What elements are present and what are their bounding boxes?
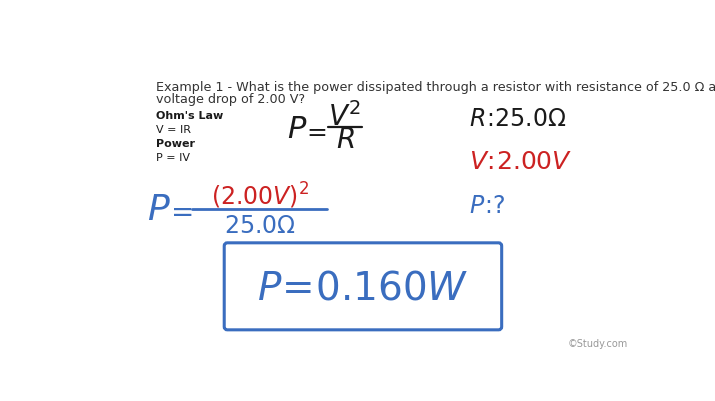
Text: $R\!:\!25.0\Omega$: $R\!:\!25.0\Omega$ xyxy=(469,107,567,130)
Text: voltage drop of 2.00 V?: voltage drop of 2.00 V? xyxy=(156,93,305,105)
Text: $=$: $=$ xyxy=(302,119,327,143)
Text: $V\!:\!2.00V$: $V\!:\!2.00V$ xyxy=(469,150,573,174)
Text: Example 1 - What is the power dissipated through a resistor with resistance of 2: Example 1 - What is the power dissipated… xyxy=(156,80,715,93)
Text: $P\!=\!0.160W$: $P\!=\!0.160W$ xyxy=(257,270,469,307)
Text: $P\!:\!?$: $P\!:\!?$ xyxy=(469,194,506,217)
Text: Ohm's Law: Ohm's Law xyxy=(156,111,223,121)
Text: $P$: $P$ xyxy=(147,192,171,227)
Text: Power: Power xyxy=(156,139,195,149)
Text: $25.0\Omega$: $25.0\Omega$ xyxy=(224,215,296,238)
Text: $=$: $=$ xyxy=(164,197,192,225)
Text: $V^2$: $V^2$ xyxy=(328,102,362,132)
Text: $R$: $R$ xyxy=(336,127,355,154)
Text: V = IR: V = IR xyxy=(156,125,191,135)
Text: ©Study.com: ©Study.com xyxy=(568,338,628,348)
FancyBboxPatch shape xyxy=(225,243,502,330)
Text: $(2.00V)^2$: $(2.00V)^2$ xyxy=(211,180,309,211)
Text: $P$: $P$ xyxy=(287,114,307,145)
Text: P = IV: P = IV xyxy=(156,152,190,162)
